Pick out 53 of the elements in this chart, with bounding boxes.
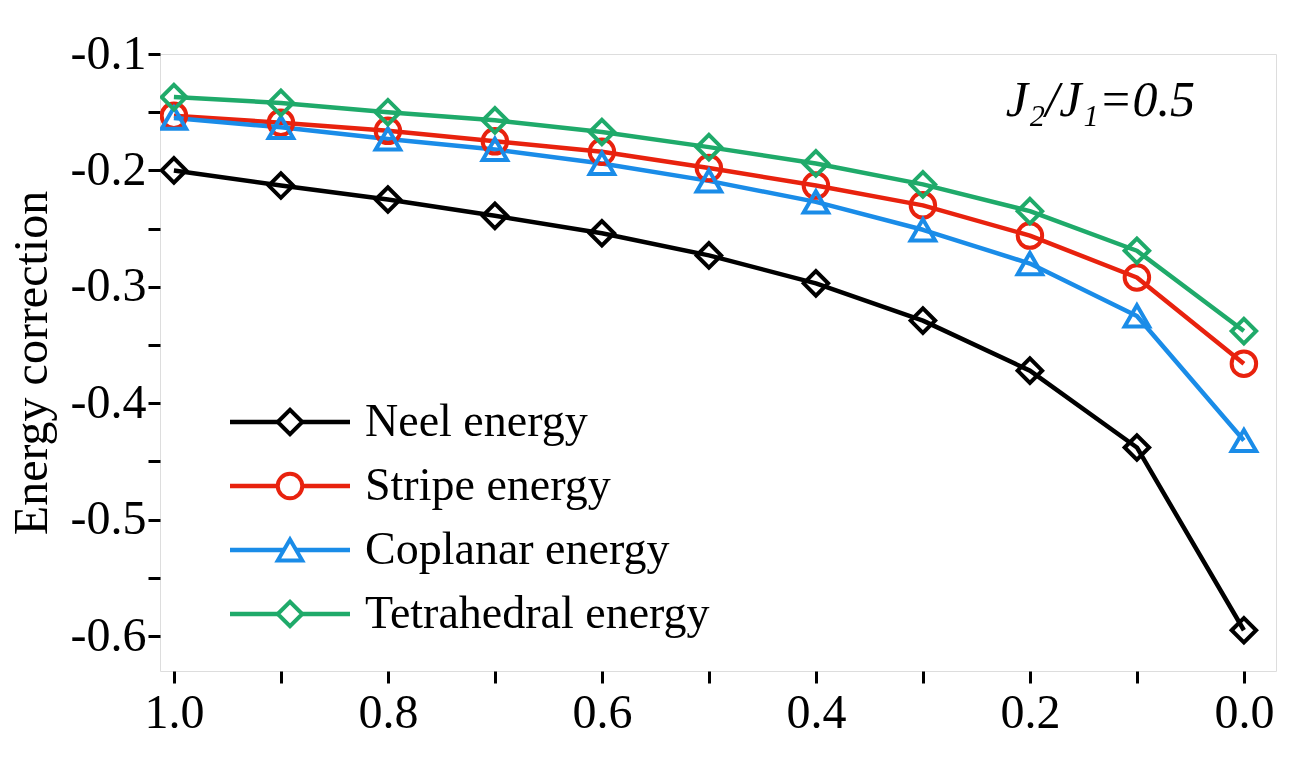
point bbox=[1015, 356, 1045, 385]
point bbox=[1229, 349, 1259, 378]
annotation: J₂/J₁=0.5 bbox=[1005, 71, 1195, 127]
x-tick-label: 0.4 bbox=[786, 684, 847, 738]
point bbox=[1015, 221, 1045, 250]
point bbox=[587, 219, 617, 248]
point bbox=[694, 168, 724, 194]
legend-label: Stripe energy bbox=[365, 459, 611, 510]
point bbox=[801, 189, 831, 215]
point bbox=[373, 185, 403, 214]
y-axis-title: Energy correction bbox=[3, 190, 57, 536]
point bbox=[1229, 616, 1259, 645]
x-tick-label: 0.2 bbox=[1000, 684, 1061, 738]
point bbox=[1122, 263, 1152, 292]
point bbox=[908, 306, 938, 335]
x-tick-label: 0.6 bbox=[572, 684, 633, 738]
point bbox=[480, 106, 510, 135]
x-tick-label: 1.0 bbox=[144, 684, 205, 738]
legend-label: Neel energy bbox=[365, 395, 588, 446]
y-tick-label: -0.1 bbox=[70, 25, 147, 79]
point bbox=[1122, 303, 1152, 329]
y-tick-label: -0.4 bbox=[70, 374, 147, 428]
x-tick-label: 0.0 bbox=[1214, 684, 1275, 738]
x-tick-label: 0.8 bbox=[358, 684, 419, 738]
point bbox=[480, 201, 510, 231]
point bbox=[1229, 316, 1259, 346]
point bbox=[694, 132, 724, 162]
point bbox=[1122, 236, 1152, 265]
y-tick-label: -0.6 bbox=[70, 607, 147, 661]
point bbox=[1015, 196, 1045, 226]
y-tick-label: -0.3 bbox=[70, 258, 147, 312]
legend-label: Tetrahedral energy bbox=[365, 587, 710, 638]
point bbox=[1229, 427, 1259, 454]
y-tick-label: -0.5 bbox=[70, 491, 147, 545]
point bbox=[801, 269, 831, 298]
point bbox=[160, 156, 189, 185]
y-tick-label: -0.2 bbox=[70, 141, 147, 195]
point bbox=[1122, 433, 1152, 462]
point bbox=[266, 114, 296, 140]
point bbox=[908, 217, 938, 243]
legend-label: Coplanar energy bbox=[365, 523, 670, 574]
point bbox=[266, 171, 296, 200]
point bbox=[373, 97, 403, 127]
point bbox=[801, 149, 831, 178]
point bbox=[908, 170, 938, 199]
point bbox=[480, 136, 510, 163]
point bbox=[694, 241, 724, 270]
point bbox=[160, 82, 189, 112]
point bbox=[587, 117, 617, 147]
point bbox=[373, 126, 403, 152]
point bbox=[1015, 250, 1045, 277]
point bbox=[586, 148, 618, 177]
point bbox=[266, 88, 296, 118]
